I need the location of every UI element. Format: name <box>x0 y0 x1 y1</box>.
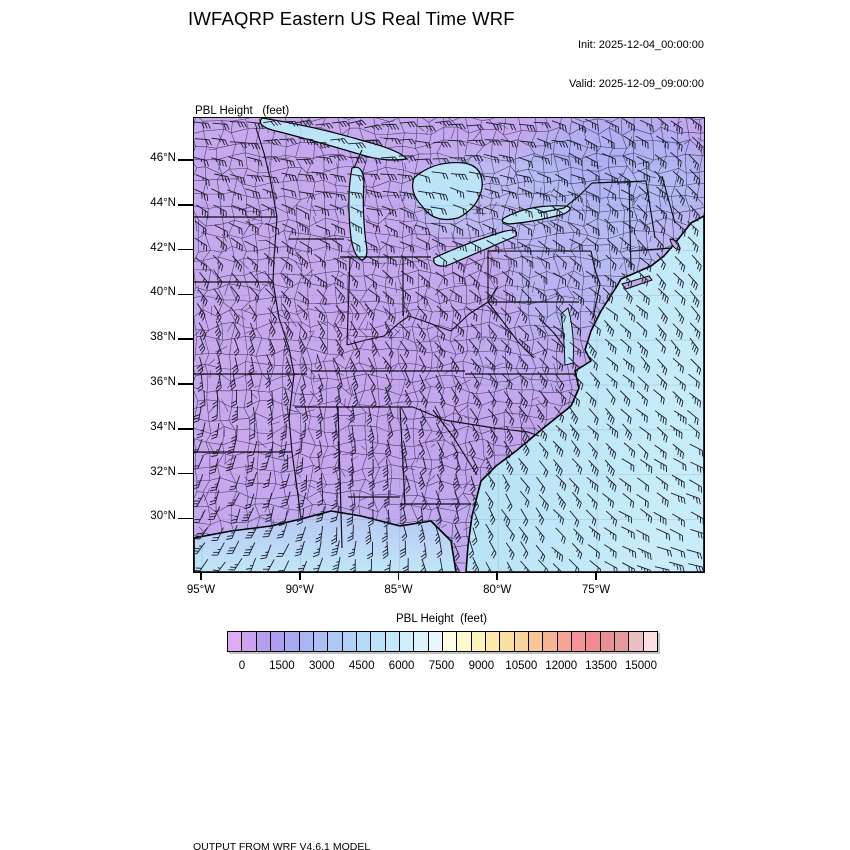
map-canvas <box>194 118 704 572</box>
colorbar-cell <box>642 632 657 651</box>
y-tick-mark <box>178 472 193 475</box>
field-label: PBL Height (feet) <box>195 105 290 117</box>
colorbar-cell <box>355 632 371 651</box>
colorbar-cell <box>542 632 557 651</box>
y-tick-mark <box>178 383 193 385</box>
y-tick-label: 46°N <box>150 152 176 164</box>
colorbar-cell <box>284 632 299 651</box>
model-info: OUTPUT FROM WRF V4.6.1 MODEL WE = 310 ; … <box>193 812 606 850</box>
colorbar-cell <box>298 632 313 651</box>
colorbar-tick-label: 10500 <box>505 660 538 672</box>
y-tick-label: 42°N <box>150 241 176 254</box>
x-tick-label: 90°W <box>285 584 314 596</box>
colorbar-cell <box>255 632 270 651</box>
colorbar-cell <box>269 632 285 651</box>
colorbar-cell <box>570 632 586 651</box>
colorbar-cell <box>327 632 342 651</box>
x-tick-label: 85°W <box>384 584 413 596</box>
x-tick-label: 80°W <box>483 584 512 596</box>
colorbar-cell <box>384 632 399 651</box>
colorbar-cell <box>499 632 514 651</box>
x-tick-mark <box>200 571 202 580</box>
x-tick-label: 75°W <box>581 584 611 596</box>
colorbar-cell <box>456 632 471 651</box>
colorbar-cell <box>628 632 643 651</box>
colorbar-cell <box>312 632 328 651</box>
model-version: OUTPUT FROM WRF V4.6.1 MODEL <box>193 841 371 850</box>
y-tick-label: 32°N <box>150 465 176 478</box>
colorbar-cell <box>585 632 600 651</box>
y-tick-mark <box>178 517 193 520</box>
colorbar-cell <box>241 632 256 651</box>
y-tick-mark <box>178 428 193 430</box>
colorbar-tick-label: 6000 <box>388 660 415 672</box>
y-tick-label: 40°N <box>150 286 176 299</box>
init-time: Init: 2025-12-04_00:00:00 <box>578 39 704 51</box>
colorbar-tick-label: 4500 <box>348 660 375 672</box>
run-times: Init: 2025-12-04_00:00:00 Valid: 2025-12… <box>569 13 704 117</box>
y-tick-mark <box>178 338 193 340</box>
colorbar-cell <box>470 632 485 651</box>
colorbar-tick-label: 7500 <box>428 660 455 672</box>
y-tick-mark <box>178 248 193 251</box>
colorbar-tick-label: 13500 <box>585 660 618 672</box>
colorbar-cell <box>441 632 457 651</box>
page-title: IWFAQRP Eastern US Real Time WRF <box>188 8 515 29</box>
colorbar-cell <box>599 632 614 651</box>
x-tick-label: 95°W <box>186 584 216 596</box>
colorbar-cell <box>527 632 543 651</box>
colorbar-cell <box>413 632 428 651</box>
colorbar-cell <box>370 632 385 651</box>
colorbar-tick-label: 1500 <box>269 660 295 672</box>
colorbar-tick-label: 12000 <box>545 660 578 672</box>
colorbar-cell <box>484 632 500 651</box>
y-tick-label: 30°N <box>150 510 176 523</box>
colorbar-cell <box>556 632 571 651</box>
x-tick-mark <box>397 571 400 580</box>
colorbar-tick-label: 3000 <box>309 660 335 672</box>
y-tick-label: 44°N <box>150 196 176 209</box>
colorbar-cell <box>427 632 442 651</box>
colorbar-title: PBL Height (feet) <box>396 613 487 625</box>
x-tick-mark <box>595 571 597 580</box>
colorbar-tick-label: 15000 <box>625 660 657 672</box>
colorbar-cell <box>341 632 356 651</box>
y-tick-mark <box>178 159 193 161</box>
colorbar-cell <box>228 632 242 651</box>
map-panel <box>193 117 705 573</box>
colorbar-tick-label: 0 <box>238 660 246 672</box>
y-tick-label: 34°N <box>150 420 176 433</box>
x-tick-mark <box>298 571 301 580</box>
colorbar-tick-label: 9000 <box>468 660 495 672</box>
colorbar-cell <box>613 632 629 651</box>
x-tick-mark <box>496 571 499 580</box>
colorbar-cell <box>513 632 528 651</box>
y-tick-mark <box>178 293 193 296</box>
y-tick-mark <box>178 204 193 206</box>
valid-time: Valid: 2025-12-09_09:00:00 <box>569 78 704 90</box>
y-tick-label: 38°N <box>150 331 176 344</box>
y-tick-label: 36°N <box>150 376 176 388</box>
colorbar-cell <box>398 632 414 651</box>
colorbar <box>227 631 658 652</box>
